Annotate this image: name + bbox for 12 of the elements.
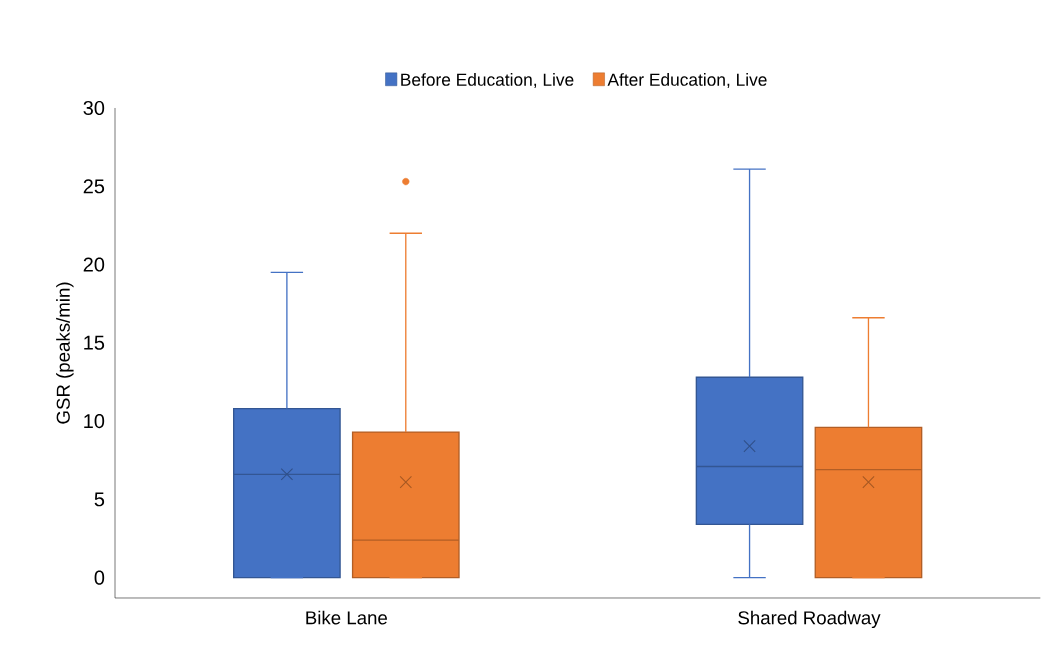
- y-tick-label: 15: [84, 335, 105, 350]
- y-tick-label: 20: [83, 257, 105, 272]
- y-tick-label: 30: [83, 100, 105, 116]
- x-tick-label: Bike Lane: [306, 610, 387, 625]
- y-axis-title: GSR (peaks/min): [56, 282, 74, 424]
- legend-label: After Education, Live: [607, 73, 767, 88]
- y-tick-label: 10: [84, 414, 105, 429]
- y-tick-label: 25: [83, 179, 105, 194]
- y-tick-label: 0: [94, 570, 105, 585]
- y-tick-label: 5: [94, 492, 105, 507]
- legend-label: Before Education, Live: [401, 73, 574, 88]
- x-tick-label: Shared Roadway: [738, 610, 881, 629]
